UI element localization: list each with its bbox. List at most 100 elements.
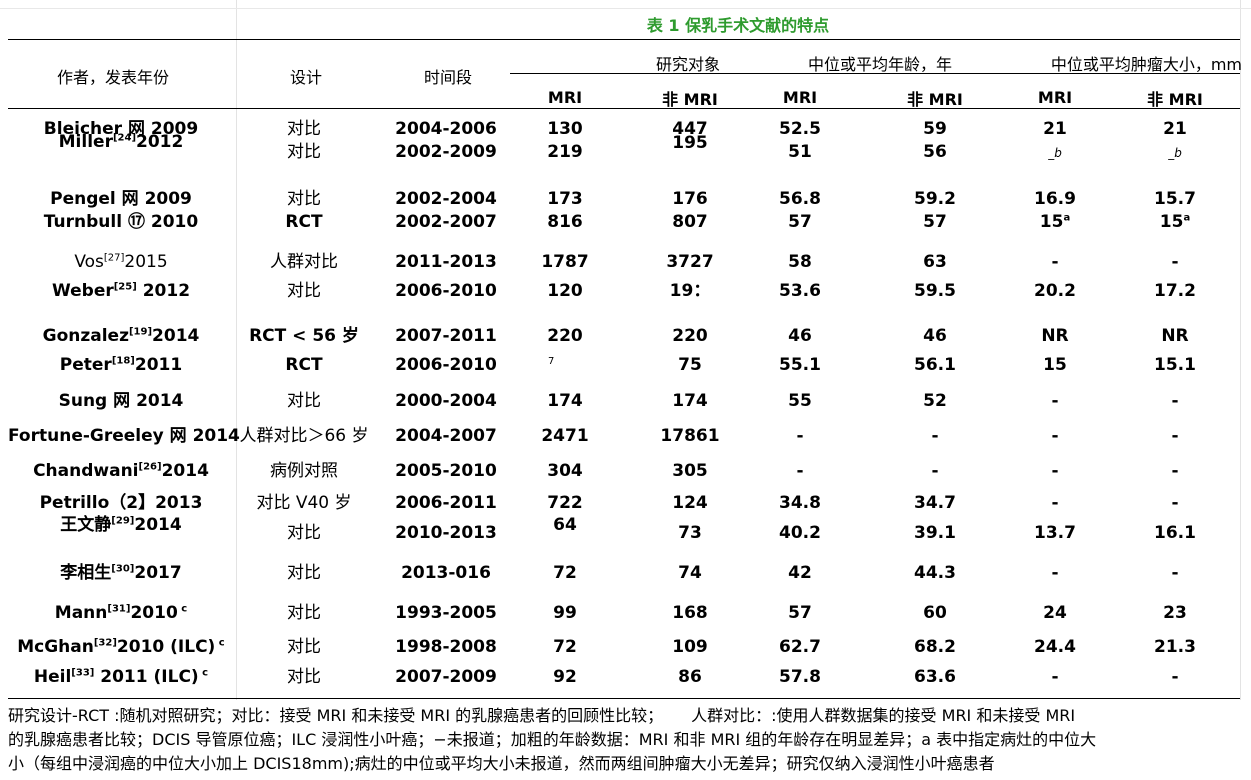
cell-value: 816 [547, 212, 583, 232]
cell-value: 86 [678, 667, 702, 687]
cell-value: 2002-2004 [395, 189, 497, 209]
cell-size-non: 17.2 [1125, 280, 1225, 302]
cell-author: 王文静[29]2014 [8, 514, 234, 536]
cell-value: RCT < 56 岁 [249, 326, 359, 346]
cell-value: 173 [547, 189, 583, 209]
cell-value: - [931, 426, 939, 446]
cell-author: Weber[25] 2012 [8, 280, 234, 302]
cell-design: 对比 [236, 141, 372, 163]
cell-n-mri: 220 [520, 325, 610, 347]
cell-value: 2011-2013 [395, 252, 497, 272]
cell-value: 57.8 [779, 667, 821, 687]
gridline [236, 0, 237, 700]
cell-value: 124 [672, 493, 708, 513]
cell-age-mri: 58 [760, 251, 840, 273]
cell-value: 3727 [666, 252, 714, 272]
cell-size-mri: - [1010, 562, 1100, 584]
cell-value: 15.7 [1154, 189, 1196, 209]
cell-age-non: - [880, 460, 990, 482]
cell-age-mri: 57.8 [760, 666, 840, 688]
cell-author: Peter[18]2011 [8, 354, 234, 376]
cell-value: 17.2 [1154, 281, 1196, 301]
cell-period: 2005-2010 [376, 460, 516, 482]
cell-age-mri: 53.6 [760, 280, 840, 302]
cell-size-mri: 15 [1010, 354, 1100, 376]
cell-size-mri: 21 [1010, 118, 1100, 140]
author-name: Gonzalez [42, 326, 129, 346]
reference-number: [32] [93, 637, 117, 649]
cell-value: 168 [672, 603, 708, 623]
cell-n-non: 86 [640, 666, 740, 688]
cell-size-non: 15.1 [1125, 354, 1225, 376]
cell-value: - [796, 426, 804, 446]
cell-value: 220 [672, 326, 708, 346]
cell-design: 对比 [236, 390, 372, 412]
cell-size-non: - [1125, 460, 1225, 482]
cell-value: 17861 [660, 426, 720, 446]
group-rule [510, 73, 1240, 74]
cell-size-non: - [1125, 425, 1225, 447]
cell-design: 对比 [236, 602, 372, 624]
author-name: Vos [74, 252, 104, 272]
header-mri: MRI [1037, 88, 1073, 107]
cell-value: 13.7 [1034, 523, 1076, 543]
cell-period: 1993-2005 [376, 602, 516, 624]
cell-age-non: 56.1 [880, 354, 990, 376]
table-footnote: 研究设计-RCT :随机对照研究；对比：接受 MRI 和未接受 MRI 的乳腺癌… [8, 704, 1244, 776]
author-name: Peter [59, 355, 112, 375]
publication-year: 2017 [134, 563, 182, 583]
cell-size-non: 23 [1125, 602, 1225, 624]
reference-number: [27] [103, 252, 125, 264]
author-name: 王文静 [60, 515, 112, 535]
cell-author: Fortune-Greeley 网 2014 [8, 425, 240, 447]
cell-value: 2002-2007 [395, 212, 497, 232]
cell-value: 2006-2010 [395, 355, 497, 375]
reference-number: [19] [128, 326, 153, 338]
publication-year: 2010 (ILC) [116, 637, 216, 657]
cell-value: 99 [553, 603, 577, 623]
cell-value: 304 [547, 461, 583, 481]
cell-design: 对比 [236, 666, 372, 688]
header-subjects: 研究对象 [655, 55, 720, 74]
cell-n-non: 75 [640, 354, 740, 376]
cell-n-mri: 72 [520, 562, 610, 584]
reference-number: [33] [71, 667, 95, 679]
cell-value: 对比 [287, 667, 321, 687]
cell-design: 对比 [236, 636, 372, 658]
cell-n-non: 195 [640, 132, 740, 154]
cell-design: 病例对照 [236, 460, 372, 482]
cell-value: 46 [923, 326, 947, 346]
publication-year: 2014 [161, 461, 209, 481]
cell-value: 219 [547, 142, 583, 162]
cell-value: 64 [553, 515, 577, 535]
cell-size-mri: - [1010, 251, 1100, 273]
cell-value: 21 [1163, 119, 1187, 139]
cell-n-mri: 120 [520, 280, 610, 302]
cell-n-non: 305 [640, 460, 740, 482]
cell-age-non: 63.6 [880, 666, 990, 688]
cell-age-mri: 52.5 [760, 118, 840, 140]
cell-value: - [1051, 563, 1059, 583]
cell-value: 2006-2010 [395, 281, 497, 301]
header-mri: MRI [547, 88, 583, 107]
cell-value: 2005-2010 [395, 461, 497, 481]
cell-value: 59.2 [914, 189, 956, 209]
cell-n-mri: 99 [520, 602, 610, 624]
cell-value: 42 [788, 563, 812, 583]
cell-value: 59.5 [914, 281, 956, 301]
cell-value: - [1171, 252, 1179, 272]
gridline [1240, 0, 1241, 700]
reference-number: [30] [111, 563, 135, 575]
cell-age-non: 56 [880, 141, 990, 163]
cell-value: 23 [1163, 603, 1187, 623]
cell-value: 57 [923, 212, 947, 232]
author-name: Heil [33, 667, 72, 687]
reference-number: [25] [113, 281, 137, 293]
cell-size-mri: - [1010, 666, 1100, 688]
cell-author: Vos[27]2015 [8, 251, 234, 273]
cell-value: 对比 [287, 563, 321, 583]
cell-value: 62.7 [779, 637, 821, 657]
cell-value: 305 [672, 461, 708, 481]
cell-n-mri: 7 [548, 348, 638, 373]
cell-design: 对比 [236, 188, 372, 210]
